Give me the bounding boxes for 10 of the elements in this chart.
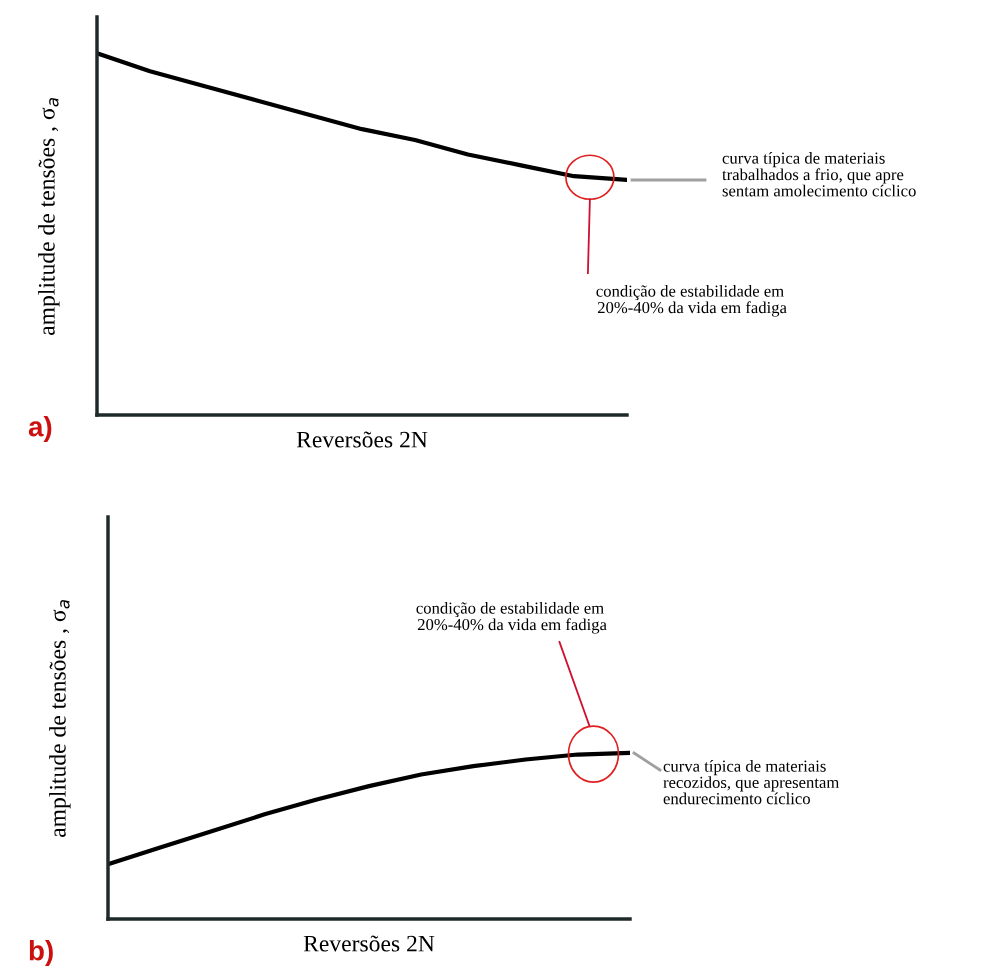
y-axis-title: amplitude de tensões , σ$_{a}$ (49, 600, 71, 837)
annotation: condição de estabilidade em 20%-40% da vida em fadiga (596, 285, 787, 317)
text: curva típica de materiais recozidos, que apresentam endurecimento cíclico (663, 760, 840, 805)
text: curva típica de materiais trabalhados a frio, que apre sentam amolecimento cíclico (722, 152, 916, 197)
text: b) (29, 940, 53, 966)
x-axis-title: Reversões 2N (296, 431, 428, 448)
y-axis-title: amplitude de tensões , σ$_{a}$ (38, 98, 60, 335)
text: a) (28, 416, 52, 442)
x-axis-title: Reversões 2N (303, 935, 435, 952)
text: condição de estabilidade em 20%-40% da vida em fadiga (416, 602, 607, 634)
